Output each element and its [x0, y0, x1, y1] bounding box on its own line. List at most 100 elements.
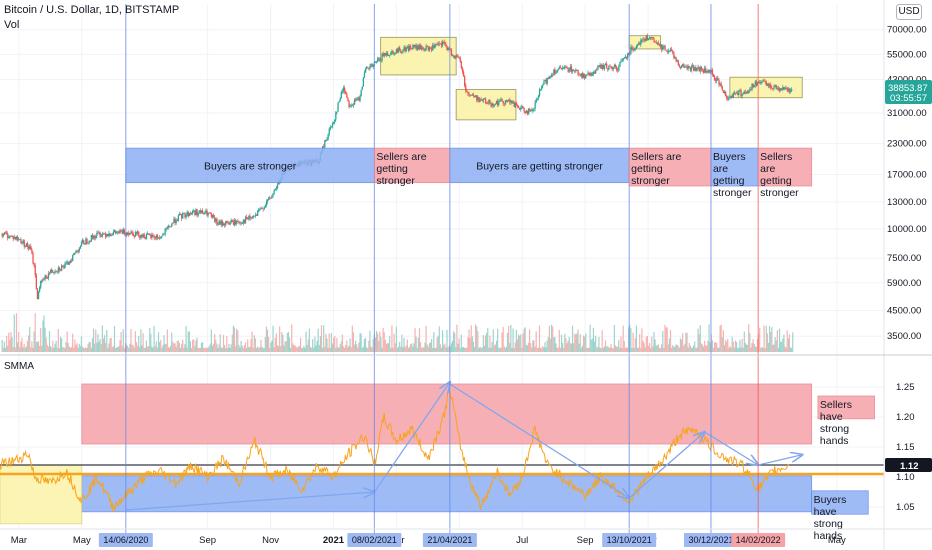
volume-bar — [634, 338, 636, 352]
volume-bar — [306, 344, 308, 352]
candle-body — [709, 69, 711, 72]
candle-body — [44, 275, 46, 280]
candle-body — [402, 50, 404, 52]
volume-bar — [429, 342, 432, 352]
volume-bar — [70, 347, 73, 352]
volume-bar — [460, 334, 462, 352]
volume-bar — [618, 340, 620, 352]
volume-bar — [140, 329, 142, 352]
volume-bar — [789, 347, 792, 352]
volume-bar — [617, 346, 619, 352]
volume-bar — [573, 343, 575, 352]
volume-bar — [257, 346, 259, 352]
volume-bar — [146, 346, 149, 352]
volume-bar — [29, 327, 31, 352]
volume-bar — [480, 347, 482, 352]
volume-bar — [37, 341, 40, 352]
volume-bar — [763, 325, 765, 352]
volume-bar — [189, 341, 192, 352]
candle-body — [355, 99, 357, 101]
volume-bar — [380, 336, 382, 352]
volume-bar — [730, 347, 732, 352]
candle-body — [79, 246, 82, 249]
candle-body — [168, 225, 171, 227]
volume-bar — [95, 329, 97, 352]
candle-body — [9, 235, 11, 238]
volume-bar — [151, 346, 153, 352]
trend-arrow — [704, 431, 758, 465]
candle-body — [567, 67, 569, 72]
price-tick-label: 17000.00 — [887, 170, 927, 181]
volume-bar — [327, 347, 329, 352]
volume-bar — [511, 347, 513, 352]
volume-bar — [377, 333, 379, 352]
volume-bar — [219, 334, 221, 352]
volume-bar — [118, 346, 120, 352]
candle-body — [128, 232, 130, 235]
candle-body — [728, 97, 730, 100]
volume-bar — [216, 343, 218, 352]
volume-bar — [255, 347, 258, 352]
volume-bar — [783, 334, 785, 352]
candle-body — [342, 87, 345, 92]
candle-body — [56, 271, 58, 273]
volume-bar — [225, 348, 227, 352]
time-tick-label: Nov — [262, 535, 279, 546]
candle-body — [15, 236, 18, 240]
candle-body — [155, 235, 158, 239]
candle-body — [777, 88, 780, 89]
date-badge — [683, 533, 738, 547]
candle-body — [464, 76, 466, 86]
volume-bar — [726, 341, 728, 352]
volume-bar — [440, 347, 443, 352]
volume-bar — [215, 339, 217, 352]
candle-body — [713, 76, 716, 80]
candle-body — [767, 83, 770, 87]
volume-bar — [355, 340, 357, 352]
candle-body — [522, 106, 524, 109]
volume-bar — [547, 336, 549, 352]
volume-bar — [682, 333, 684, 352]
candle-body — [719, 83, 721, 85]
volume-bar — [791, 347, 793, 352]
candle-body — [142, 234, 144, 237]
volume-bar — [614, 345, 617, 352]
volume-bar — [751, 343, 753, 352]
candle-body — [359, 96, 361, 101]
candle-body — [453, 56, 455, 57]
volume-bar — [290, 347, 292, 352]
candle-body — [528, 108, 531, 111]
candle-body — [559, 67, 562, 69]
volume-bar — [395, 326, 397, 352]
volume-bar — [636, 347, 639, 352]
candle-body — [788, 88, 791, 92]
volume-bar — [208, 346, 210, 352]
volume-bar — [533, 340, 535, 352]
date-badge — [731, 533, 786, 547]
candle-body — [95, 235, 97, 239]
candle-body — [207, 212, 209, 216]
smma-tick-label: 1.05 — [896, 502, 915, 513]
candle-body — [368, 68, 370, 69]
candle-body — [57, 267, 60, 272]
volume-bar — [571, 325, 574, 352]
candle-body — [601, 65, 603, 69]
candle-body — [225, 221, 227, 226]
volume-bar — [477, 331, 479, 352]
volume-bar — [145, 340, 148, 352]
volume-bar — [581, 345, 584, 352]
candle-body — [214, 217, 216, 222]
candle-body — [133, 235, 136, 237]
volume-bar — [691, 347, 694, 352]
candle-body — [229, 222, 231, 225]
volume-bar — [570, 343, 573, 352]
candle-body — [545, 79, 547, 84]
currency-button[interactable]: USD — [896, 4, 922, 20]
volume-bar — [45, 337, 47, 352]
candle-body — [410, 46, 412, 49]
candle-body — [782, 87, 784, 90]
volume-bar — [737, 347, 739, 352]
candle-body — [592, 72, 595, 74]
candle-body — [653, 39, 655, 42]
volume-bar — [226, 336, 228, 352]
